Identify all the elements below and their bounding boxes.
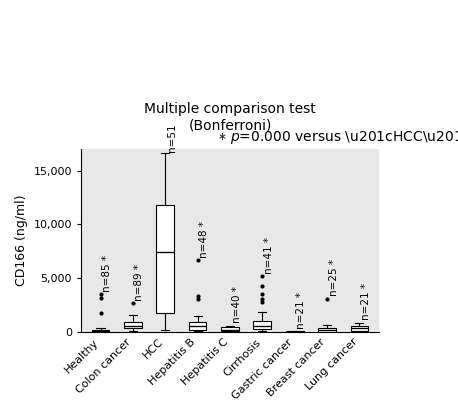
Y-axis label: CD166 (ng/ml): CD166 (ng/ml) (15, 195, 28, 286)
Text: n=25 *: n=25 * (329, 260, 338, 297)
Text: $\bf{\it{p}}$=0.000 versus \u201cHCC\u201d: $\bf{\it{p}}$=0.000 versus \u201cHCC\u20… (230, 128, 458, 146)
Bar (350, 326, 368, 331)
Bar (124, 322, 142, 328)
Bar (318, 328, 336, 332)
Text: *: * (218, 132, 230, 146)
Text: n=51: n=51 (167, 124, 177, 152)
Text: n=85 *: n=85 * (102, 255, 112, 292)
Bar (253, 321, 271, 329)
Bar (92, 330, 109, 332)
Text: n=40 *: n=40 * (232, 287, 241, 323)
Bar (189, 322, 207, 330)
Text: n=21 *: n=21 * (296, 292, 306, 329)
Text: n=41 *: n=41 * (264, 237, 274, 274)
Text: n=89 *: n=89 * (135, 264, 144, 301)
Bar (221, 327, 239, 331)
Text: n=21 *: n=21 * (361, 283, 371, 320)
Text: (Bonferroni): (Bonferroni) (188, 119, 272, 133)
Text: Multiple comparison test: Multiple comparison test (144, 102, 316, 116)
Text: n=48 *: n=48 * (199, 221, 209, 258)
Bar (156, 205, 174, 312)
